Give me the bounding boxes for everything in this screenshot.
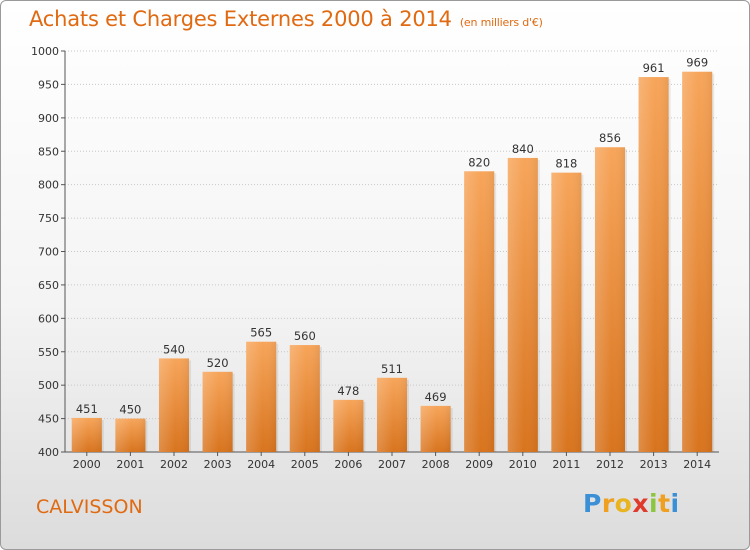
- data-label-2001: 450: [119, 403, 141, 417]
- data-label-2014: 969: [686, 56, 708, 70]
- title-text: Achats et Charges Externes 2000 à 2014: [29, 7, 452, 31]
- y-tick-label-400: 400: [38, 446, 59, 459]
- data-label-2002: 540: [163, 342, 185, 356]
- logo-letter: x: [632, 489, 649, 518]
- logo-letter: i: [670, 489, 680, 518]
- bars: [71, 71, 715, 453]
- data-label-2007: 511: [381, 362, 403, 376]
- data-label-2009: 820: [468, 155, 490, 169]
- logo-letter: P: [583, 489, 602, 518]
- data-labels: 451 450 540 520 565 560 478 511 469 820 840 818 856 9…: [76, 56, 708, 417]
- y-tick-label-550: 550: [38, 346, 59, 359]
- y-tick-label-800: 800: [38, 179, 59, 192]
- logo-letter: t: [658, 489, 671, 518]
- data-label-2006: 478: [337, 384, 359, 398]
- bar-shine-2014: [682, 71, 713, 453]
- data-label-2013: 961: [643, 61, 665, 75]
- data-label-2011: 818: [555, 157, 577, 171]
- y-tick-label-700: 700: [38, 246, 59, 259]
- bar-shine-2002: [158, 358, 190, 452]
- bar-shine-2008: [420, 405, 451, 452]
- x-tick-label-2005: 2005: [291, 458, 319, 471]
- bar-shine-2003: [202, 371, 233, 452]
- data-label-2012: 856: [599, 131, 621, 145]
- x-tick-label-2004: 2004: [247, 458, 275, 471]
- bar-shine-2012: [594, 147, 626, 453]
- data-label-2004: 565: [250, 326, 272, 340]
- x-tick-label-2013: 2013: [640, 458, 668, 471]
- x-tick-label-2011: 2011: [552, 458, 580, 471]
- commune-name: CALVISSON: [36, 496, 143, 518]
- bar-shine-2004: [246, 341, 277, 452]
- logo-letter: o: [614, 489, 633, 518]
- data-label-2010: 840: [512, 142, 534, 156]
- bar-shine-2010: [507, 157, 538, 452]
- x-tick-label-2009: 2009: [465, 458, 493, 471]
- x-tick-label-2000: 2000: [73, 458, 101, 471]
- x-tick-label-2010: 2010: [509, 458, 537, 471]
- bar-shine-2005: [289, 345, 320, 452]
- y-tick-label-750: 750: [38, 212, 59, 225]
- bar-shine-2000: [71, 417, 102, 452]
- y-tick-label-450: 450: [38, 413, 59, 426]
- x-tick-label-2002: 2002: [160, 458, 188, 471]
- y-tick-label-500: 500: [38, 379, 59, 392]
- y-tick-label-850: 850: [38, 145, 59, 158]
- x-tick-label-2003: 2003: [204, 458, 232, 471]
- bar-shine-2001: [115, 418, 146, 452]
- x-tick-label-2008: 2008: [422, 458, 450, 471]
- y-tick-label-950: 950: [38, 78, 59, 91]
- x-tick-label-2014: 2014: [683, 458, 711, 471]
- bar-shine-2007: [376, 377, 408, 452]
- data-label-2008: 469: [425, 390, 447, 404]
- proxiti-logo: Proxiti: [583, 489, 680, 518]
- chart-title: Achats et Charges Externes 2000 à 2014 (e…: [29, 7, 543, 31]
- chart-subtitle: (en milliers d'€): [459, 16, 543, 29]
- logo-letter: r: [601, 489, 615, 518]
- x-tick-label-2012: 2012: [596, 458, 624, 471]
- logo-letter: i: [649, 489, 659, 518]
- y-tick-label-650: 650: [38, 279, 59, 292]
- data-label-2000: 451: [76, 402, 98, 416]
- bar-shine-2011: [551, 172, 582, 453]
- bar-shine-2013: [638, 77, 669, 452]
- y-tick-label-900: 900: [38, 112, 59, 125]
- bar-shine-2006: [333, 399, 364, 452]
- y-tick-label-1000: 1000: [31, 45, 59, 58]
- x-tick-label-2006: 2006: [334, 458, 362, 471]
- x-tick-label-2001: 2001: [116, 458, 144, 471]
- y-tick-label-600: 600: [38, 312, 59, 325]
- x-tick-label-2007: 2007: [378, 458, 406, 471]
- data-label-2005: 560: [294, 329, 316, 343]
- bar-shine-2009: [464, 171, 495, 453]
- data-label-2003: 520: [207, 356, 229, 370]
